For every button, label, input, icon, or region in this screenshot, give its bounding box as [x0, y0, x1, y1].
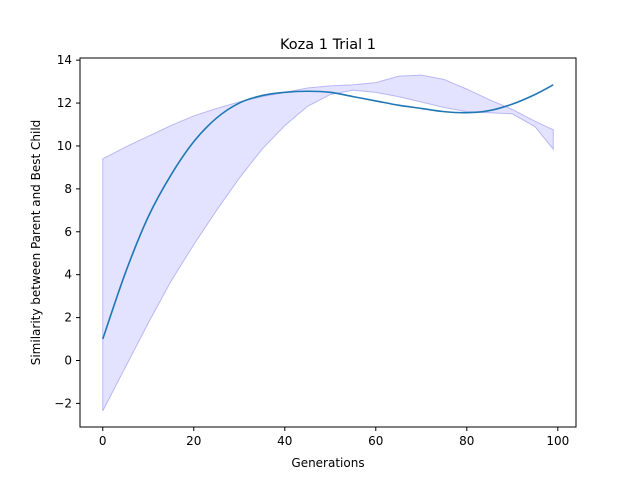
x-axis-label: Generations: [291, 456, 364, 470]
y-tick-label: 12: [57, 96, 72, 110]
y-tick-label: 4: [64, 268, 72, 282]
y-tick-label: 0: [64, 353, 72, 367]
chart-title: Koza 1 Trial 1: [280, 37, 376, 53]
axes-frame: [79, 57, 577, 428]
x-tick-label: 0: [99, 434, 107, 448]
x-tick-label: 80: [459, 434, 474, 448]
y-tick-label: −2: [54, 396, 72, 410]
y-axis-label: Similarity between Parent and Best Child: [29, 120, 43, 366]
x-tick-label: 40: [277, 434, 292, 448]
series-line-0: [101, 84, 554, 340]
y-tick-label: 8: [64, 182, 72, 196]
y-axis: −2 0 2 4 6 8 10 12 14: [54, 53, 80, 410]
x-axis: 0 20 40 60 80 100: [99, 427, 569, 448]
x-tick-label: 60: [368, 434, 383, 448]
y-tick-label: 2: [64, 311, 72, 325]
plot-area: [101, 74, 554, 412]
y-tick-label: 6: [64, 225, 72, 239]
x-tick-label: 20: [186, 434, 201, 448]
x-tick-label: 100: [546, 434, 569, 448]
y-tick-label: 10: [57, 139, 72, 153]
y-tick-label: 14: [57, 53, 72, 67]
confidence-band-0: [102, 74, 554, 412]
